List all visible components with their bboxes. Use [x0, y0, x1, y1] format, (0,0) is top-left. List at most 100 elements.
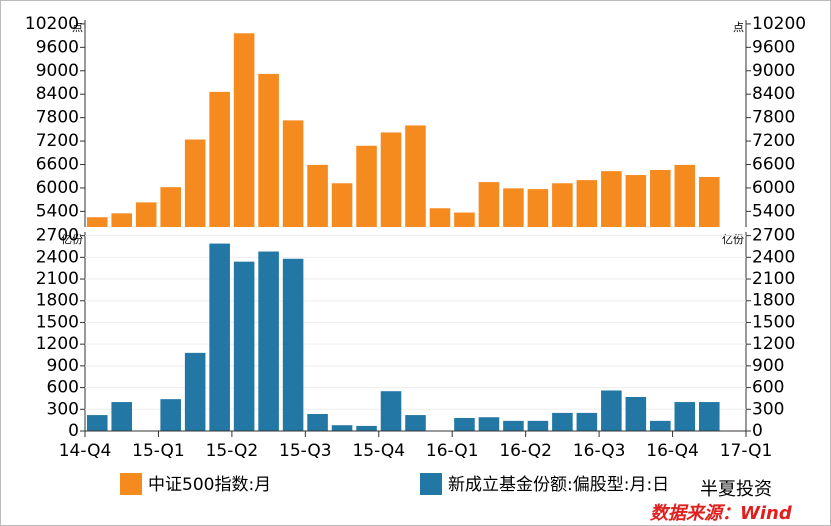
x-tick-label: 15-Q2	[206, 441, 259, 461]
legend-label: 中证500指数:月	[148, 475, 271, 495]
bar	[86, 415, 108, 431]
y-tick-label: 5400	[36, 201, 79, 221]
y-tick-label: 6000	[752, 178, 795, 198]
bar	[503, 188, 524, 227]
bar	[674, 164, 696, 227]
y-tick-label: 1200	[752, 334, 795, 354]
bar	[527, 189, 549, 227]
legend-swatch	[120, 473, 142, 495]
legend-label: 新成立基金份额:偏股型:月:日	[448, 475, 669, 495]
bar	[184, 352, 206, 431]
bar	[331, 183, 353, 227]
bar	[86, 217, 108, 227]
bar	[160, 399, 181, 431]
bar	[625, 396, 647, 431]
bar	[258, 251, 279, 431]
bar	[282, 120, 304, 227]
y-tick-label: 9000	[36, 61, 79, 81]
x-tick-label: 15-Q4	[352, 441, 405, 461]
bar	[356, 145, 377, 227]
y-tick-label: 7800	[752, 108, 795, 128]
y-tick-label: 1500	[36, 312, 79, 332]
y-tick-label: 300	[752, 399, 784, 419]
y-tick-label: 9600	[752, 37, 795, 57]
y-tick-label: 2100	[36, 269, 79, 289]
y-tick-label: 8400	[752, 84, 795, 104]
unit-label: 亿份	[722, 233, 744, 246]
y-tick-label: 7200	[36, 131, 79, 151]
source: 数据来源：Wind	[650, 503, 793, 524]
y-tick-label: 2100	[752, 269, 795, 289]
y-tick-label: 300	[47, 399, 79, 419]
x-tick-label: 17-Q1	[720, 441, 773, 461]
unit-label: 亿份	[61, 233, 83, 246]
y-tick-label: 600	[752, 378, 784, 398]
y-tick-label: 1200	[36, 334, 79, 354]
bar	[380, 132, 402, 227]
bar	[650, 420, 671, 431]
y-tick-label: 9000	[752, 61, 795, 81]
bar	[307, 413, 328, 431]
bar	[698, 402, 720, 431]
bar	[552, 183, 573, 227]
bar	[380, 391, 402, 431]
y-tick-label: 1800	[36, 291, 79, 311]
bar	[429, 208, 451, 227]
x-tick-label: 16-Q4	[646, 441, 699, 461]
y-tick-label: 2700	[752, 226, 795, 246]
y-tick-label: 900	[47, 356, 79, 376]
bar	[674, 402, 696, 431]
bar	[111, 213, 133, 227]
unit-label: 点	[72, 21, 83, 34]
bar	[135, 202, 157, 227]
x-tick-label: 16-Q2	[499, 441, 552, 461]
x-tick-label: 14-Q4	[59, 441, 112, 461]
bar	[650, 169, 671, 227]
y-tick-label: 8400	[36, 84, 79, 104]
bar	[478, 417, 500, 431]
bar	[601, 171, 622, 227]
y-tick-label: 1800	[752, 291, 795, 311]
bar	[209, 243, 230, 431]
bar	[454, 212, 475, 227]
bar	[625, 175, 647, 227]
bar	[209, 91, 230, 227]
bar	[527, 420, 549, 431]
y-tick-label: 2400	[36, 247, 79, 267]
y-tick-label: 0	[68, 421, 79, 441]
watermark: 半夏投资	[700, 479, 772, 500]
bar	[405, 125, 426, 227]
bar	[356, 425, 377, 431]
y-tick-label: 5400	[752, 201, 795, 221]
bar	[454, 417, 475, 431]
bar	[503, 420, 524, 431]
y-tick-label: 10200	[25, 14, 79, 34]
y-tick-label: 0	[752, 421, 763, 441]
x-tick-label: 16-Q3	[573, 441, 626, 461]
bar	[552, 412, 573, 431]
y-tick-label: 10200	[752, 14, 806, 34]
y-tick-label: 9600	[36, 37, 79, 57]
bar	[478, 182, 500, 227]
bar	[576, 180, 598, 227]
x-tick-label: 15-Q3	[279, 441, 332, 461]
y-tick-label: 1500	[752, 312, 795, 332]
y-tick-label: 7200	[752, 131, 795, 151]
y-tick-label: 600	[47, 378, 79, 398]
bar	[184, 139, 206, 227]
y-tick-label: 6000	[36, 178, 79, 198]
y-tick-label: 2400	[752, 247, 795, 267]
bar	[258, 73, 279, 228]
bar	[698, 177, 720, 227]
y-tick-label: 6600	[36, 155, 79, 175]
bar	[601, 390, 622, 431]
legend-swatch	[420, 473, 442, 495]
y-tick-label: 900	[752, 356, 784, 376]
unit-label: 点	[733, 21, 744, 34]
bar	[307, 164, 328, 227]
bar	[233, 261, 255, 431]
bar	[405, 415, 426, 431]
y-tick-label: 7800	[36, 108, 79, 128]
